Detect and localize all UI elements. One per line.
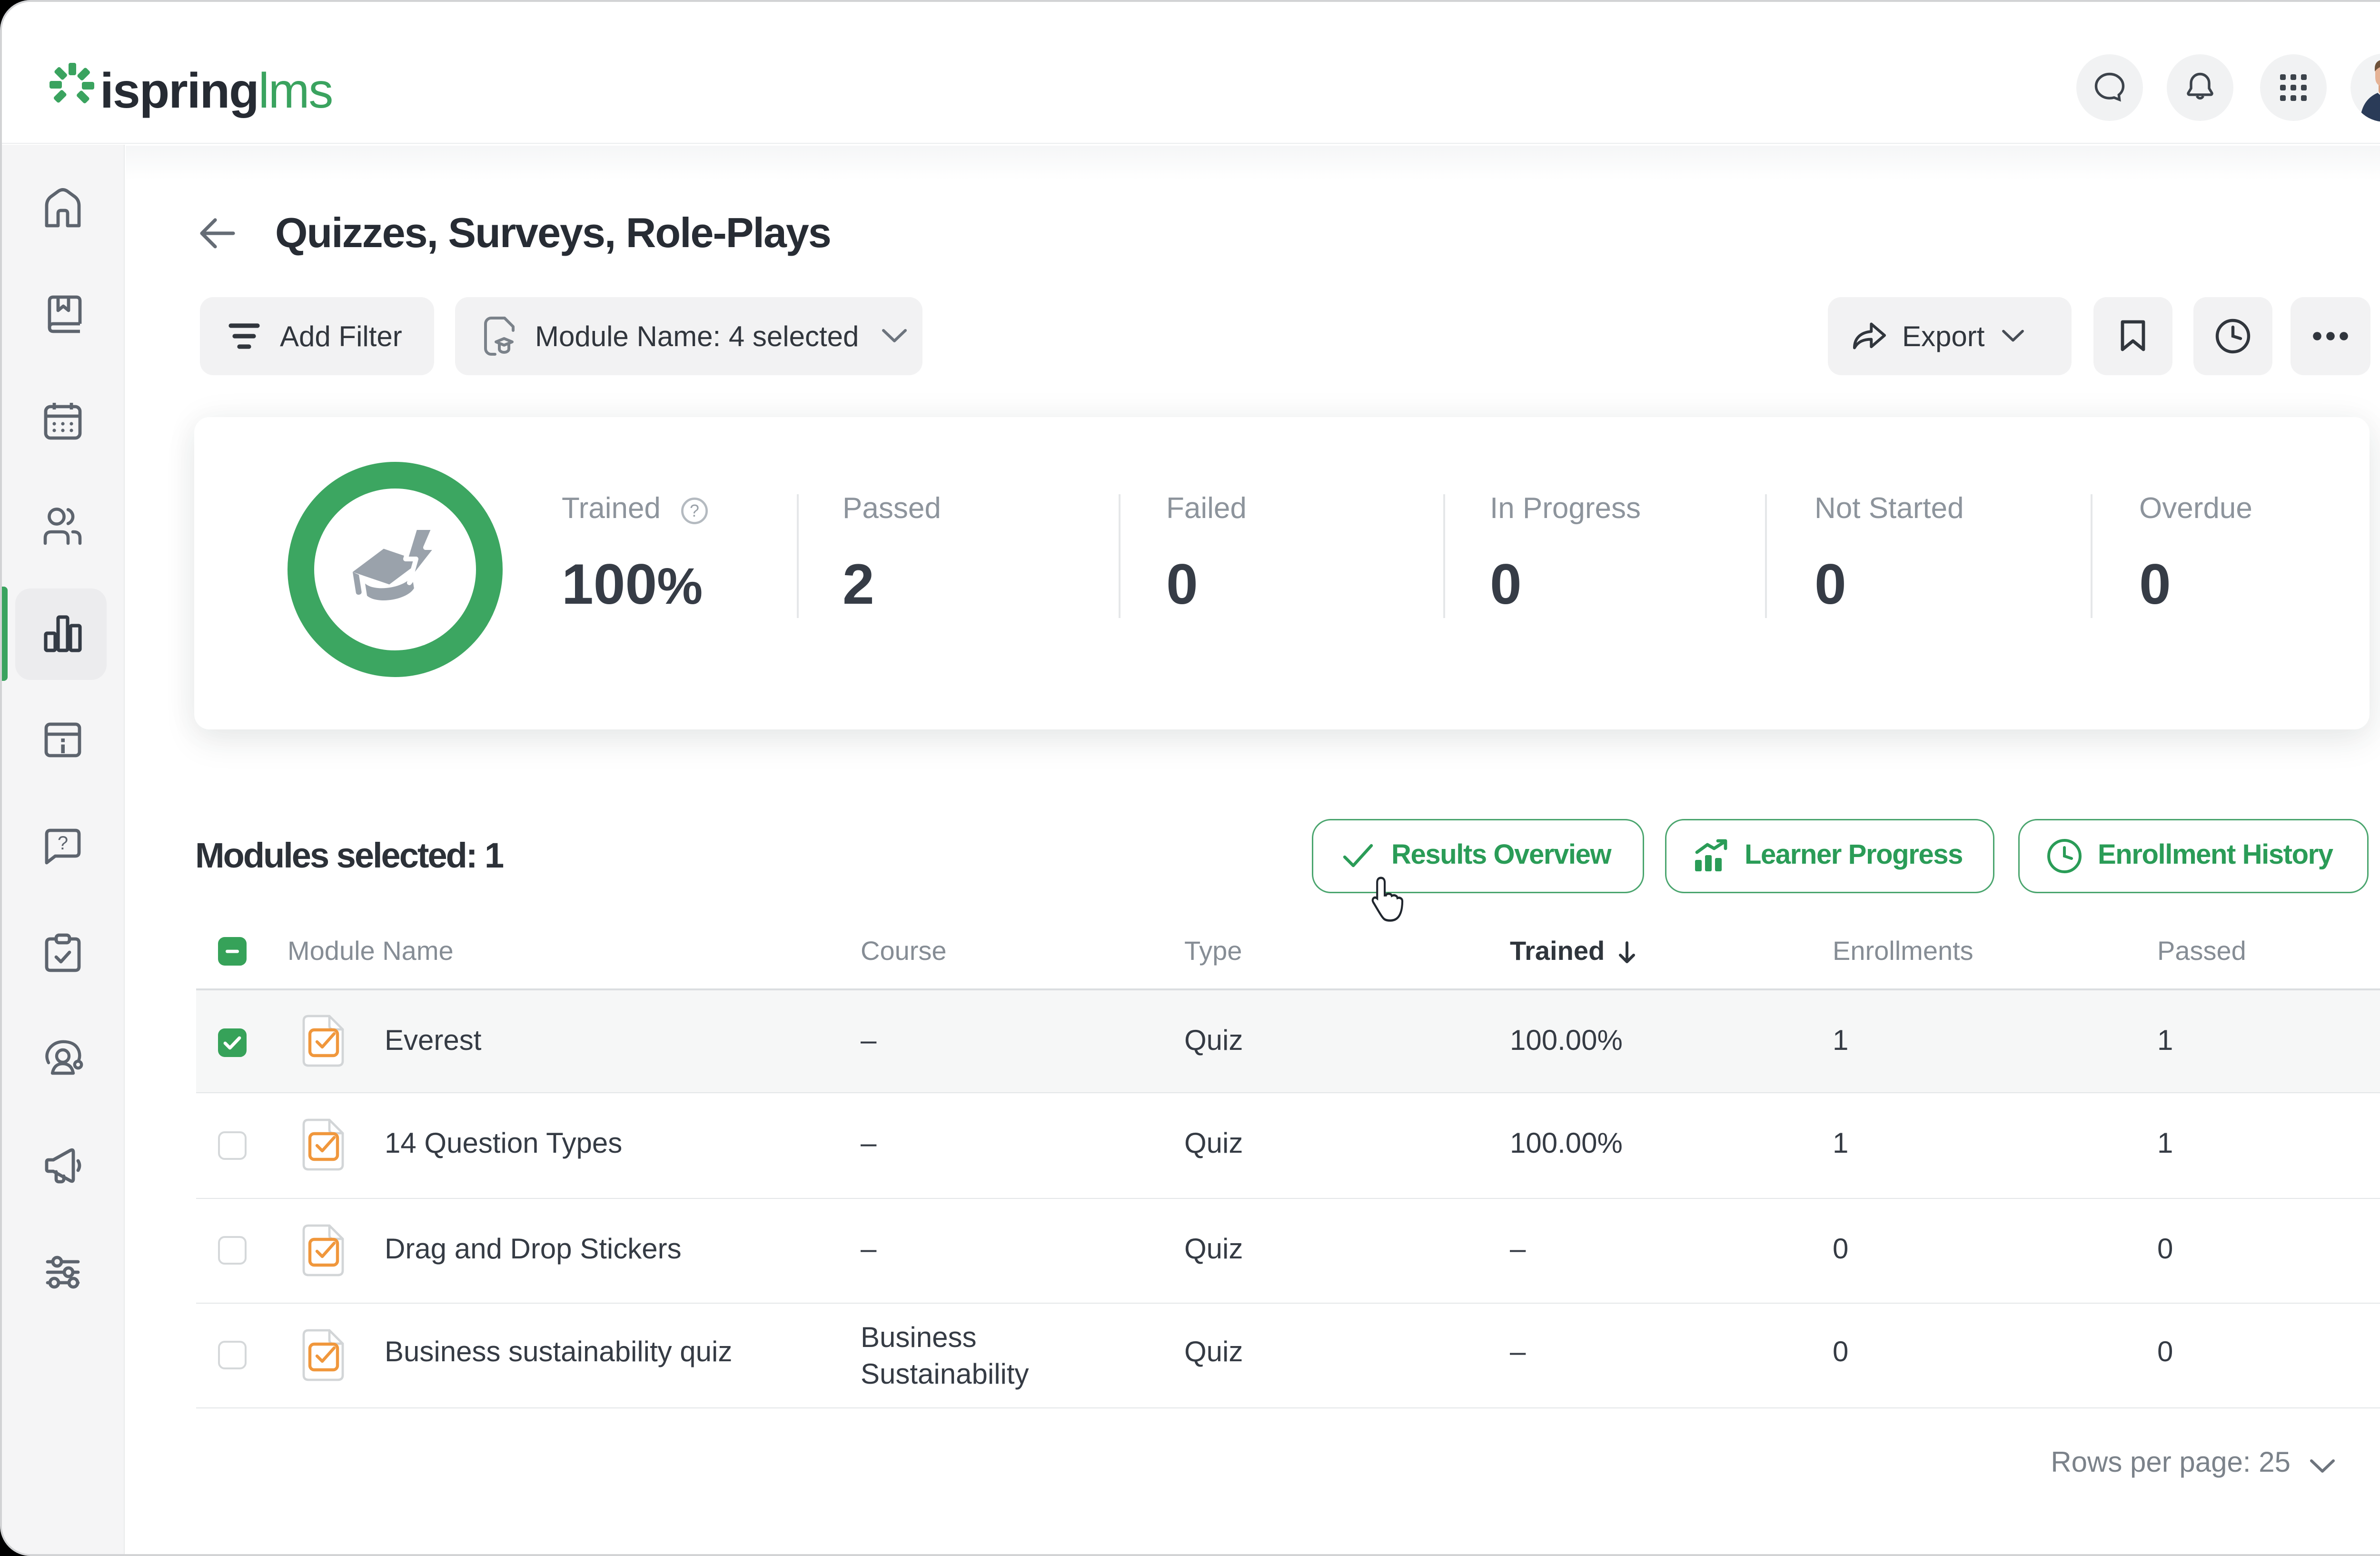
svg-text:?: ? — [58, 833, 68, 854]
svg-text:?: ? — [690, 501, 699, 520]
